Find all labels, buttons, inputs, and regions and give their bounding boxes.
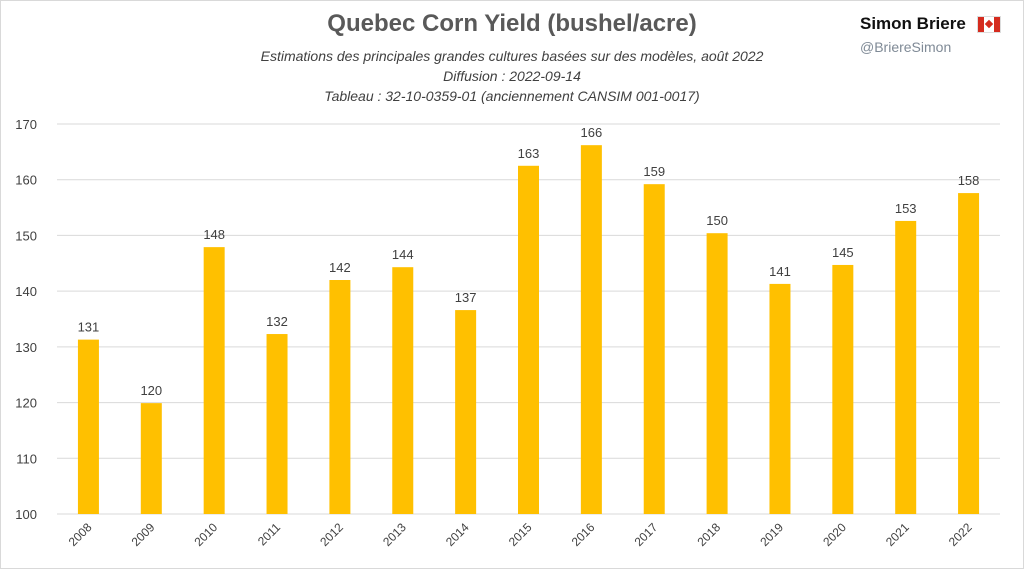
bar-2012 bbox=[329, 280, 351, 514]
x-tick-label: 2022 bbox=[946, 520, 975, 549]
bar-2022 bbox=[958, 193, 980, 515]
bar-2009 bbox=[140, 403, 162, 514]
y-tick-label: 170 bbox=[15, 117, 37, 132]
chart-subtitle: Estimations des principales grandes cult… bbox=[260, 48, 764, 64]
data-label-2022: 158 bbox=[958, 173, 980, 188]
bar-2010 bbox=[203, 247, 225, 514]
x-tick-label: 2015 bbox=[506, 520, 535, 549]
data-label-2017: 159 bbox=[643, 164, 665, 179]
x-tick-label: 2019 bbox=[757, 520, 786, 549]
bar-2017 bbox=[643, 184, 665, 514]
x-tick-label: 2016 bbox=[569, 520, 598, 549]
y-tick-label: 150 bbox=[15, 228, 37, 243]
bar-2011 bbox=[266, 334, 288, 514]
y-tick-label: 120 bbox=[15, 396, 37, 411]
bar-2019 bbox=[769, 283, 791, 514]
bar-2008 bbox=[77, 339, 99, 514]
x-tick-label: 2017 bbox=[632, 520, 661, 549]
data-label-2010: 148 bbox=[203, 227, 225, 242]
chart-title: Quebec Corn Yield (bushel/acre) bbox=[327, 10, 697, 37]
x-tick-label: 2009 bbox=[129, 520, 158, 549]
bar-2021 bbox=[895, 220, 917, 514]
x-tick-label: 2018 bbox=[694, 520, 723, 549]
data-label-2021: 153 bbox=[895, 201, 917, 216]
data-label-2012: 142 bbox=[329, 260, 351, 275]
y-tick-label: 100 bbox=[15, 507, 37, 522]
bar-2013 bbox=[392, 267, 414, 514]
data-label-2020: 145 bbox=[832, 245, 854, 260]
data-label-2009: 120 bbox=[140, 383, 162, 398]
y-tick-label: 130 bbox=[15, 340, 37, 355]
data-label-2011: 132 bbox=[266, 314, 288, 329]
author-handle[interactable]: @BriereSimon bbox=[860, 39, 952, 55]
x-tick-label: 2012 bbox=[317, 520, 346, 549]
data-label-2013: 144 bbox=[392, 247, 414, 262]
author-name: Simon Briere bbox=[860, 14, 966, 33]
bar-2015 bbox=[518, 165, 539, 515]
chart-release-date: Diffusion : 2022-09-14 bbox=[443, 68, 581, 84]
bar-2018 bbox=[706, 233, 728, 514]
y-tick-label: 140 bbox=[15, 284, 37, 299]
data-label-2014: 137 bbox=[455, 290, 477, 305]
bar-2020 bbox=[832, 264, 854, 514]
canada-flag-icon bbox=[977, 16, 1001, 33]
x-tick-label: 2011 bbox=[255, 520, 283, 548]
data-label-2015: 163 bbox=[518, 146, 540, 161]
data-label-2016: 166 bbox=[581, 125, 603, 140]
x-tick-label: 2013 bbox=[380, 520, 409, 549]
y-tick-label: 110 bbox=[16, 451, 37, 466]
chart-table-ref: Tableau : 32-10-0359-01 (anciennement CA… bbox=[324, 88, 700, 104]
x-tick-label: 2008 bbox=[66, 520, 95, 549]
x-tick-label: 2020 bbox=[820, 520, 849, 549]
x-tick-label: 2010 bbox=[192, 520, 221, 549]
data-label-2008: 131 bbox=[78, 320, 100, 335]
data-label-2019: 141 bbox=[769, 264, 791, 279]
bar-2014 bbox=[455, 310, 477, 514]
y-tick-label: 160 bbox=[15, 173, 37, 188]
bar-2016 bbox=[580, 145, 602, 514]
x-tick-label: 2021 bbox=[883, 520, 912, 549]
data-label-2018: 150 bbox=[706, 213, 728, 228]
x-tick-label: 2014 bbox=[443, 520, 472, 549]
